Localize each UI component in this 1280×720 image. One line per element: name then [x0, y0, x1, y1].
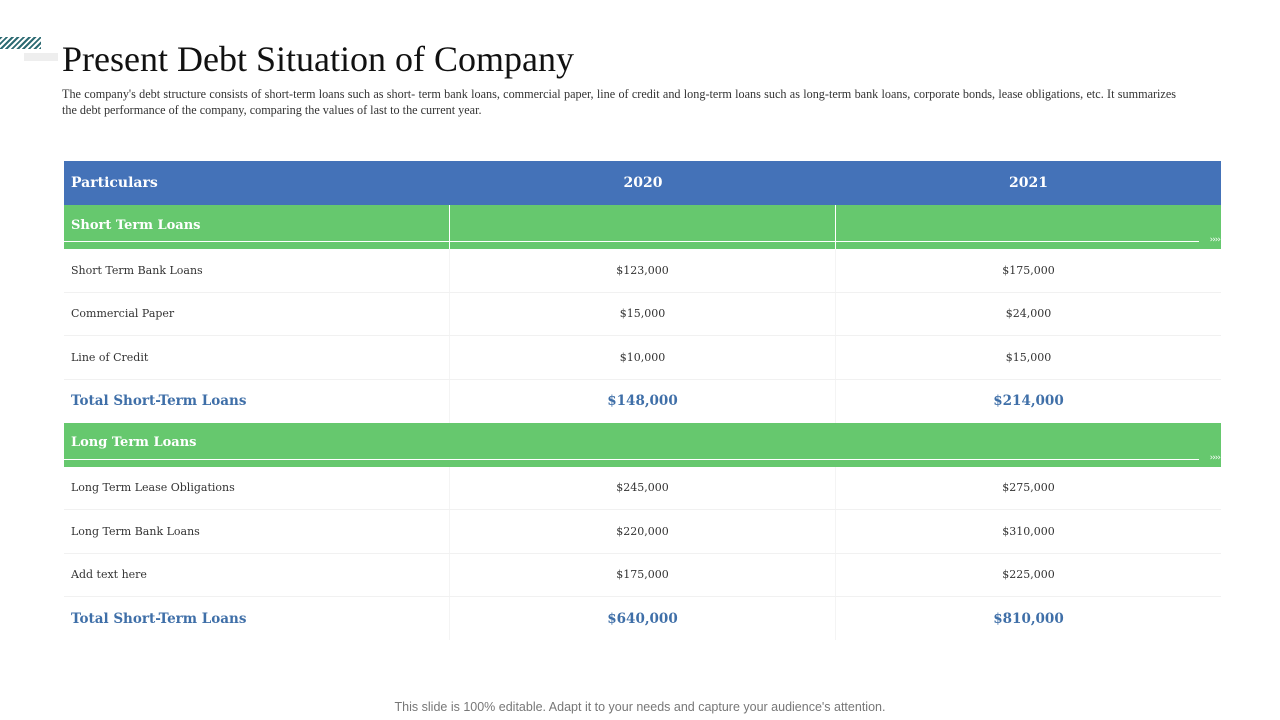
slide-footer-note: This slide is 100% editable. Adapt it to… [394, 700, 886, 714]
total-label: Total Short-Term Loans [64, 597, 450, 640]
total-2020: $640,000 [450, 597, 836, 640]
table-row: Commercial Paper $15,000 $24,000 [64, 292, 1221, 336]
chevron-arrows-icon: ›››› [1209, 235, 1221, 245]
total-2021: $214,000 [993, 393, 1064, 409]
debt-table: Particulars 2020 2021 Short Term Loans ›… [64, 161, 1221, 640]
value-2021: $310,000 [1002, 524, 1055, 538]
row-label: Line of Credit [64, 336, 450, 379]
value-2021: $275,000 [1002, 481, 1055, 495]
row-label: Long Term Lease Obligations [64, 466, 450, 509]
table-row: Long Term Lease Obligations $245,000 $27… [64, 466, 1221, 510]
table-row: Add text here $175,000 $225,000 [64, 553, 1221, 597]
row-label: Long Term Bank Loans [64, 510, 450, 553]
table-row: Line of Credit $10,000 $15,000 [64, 336, 1221, 380]
decorative-bar [24, 53, 58, 61]
total-row-short-term: Total Short-Term Loans $148,000 $214,000 [64, 379, 1221, 423]
header-2020: 2020 [623, 175, 663, 191]
total-2021: $810,000 [993, 610, 1064, 627]
section-label: Long Term Loans [71, 435, 197, 450]
header-particulars: Particulars [71, 175, 158, 191]
chevron-arrows-icon: ›››› [1209, 452, 1221, 463]
value-2020: $220,000 [450, 510, 836, 553]
value-2021: $225,000 [1002, 568, 1055, 582]
header-2021: 2021 [1009, 175, 1048, 191]
decorative-stripes [0, 37, 41, 49]
section-divider-line [64, 458, 1199, 460]
total-2020: $148,000 [450, 379, 836, 423]
table-row: Short Term Bank Loans $123,000 $175,000 [64, 249, 1221, 293]
value-2020: $123,000 [450, 249, 836, 292]
value-2020: $15,000 [450, 292, 836, 335]
section-row-short-term: Short Term Loans ›››› [64, 205, 1221, 249]
table-header-row: Particulars 2020 2021 [64, 161, 1221, 205]
row-label: Short Term Bank Loans [64, 249, 450, 292]
total-label: Total Short-Term Loans [64, 379, 450, 423]
table-row: Long Term Bank Loans $220,000 $310,000 [64, 510, 1221, 554]
section-divider-line [64, 241, 1199, 242]
row-label: Add text here [64, 553, 450, 596]
value-2020: $175,000 [450, 553, 836, 596]
slide-description: The company's debt structure consists of… [62, 87, 1176, 117]
value-2021: $15,000 [1005, 350, 1052, 364]
section-label: Short Term Loans [64, 205, 450, 249]
value-2021: $175,000 [1002, 263, 1055, 277]
value-2021: $24,000 [1005, 307, 1052, 321]
section-row-long-term: Long Term Loans ›››› [64, 422, 1221, 467]
slide-title: Present Debt Situation of Company [62, 39, 574, 79]
row-label: Commercial Paper [64, 292, 450, 335]
value-2020: $10,000 [450, 336, 836, 379]
value-2020: $245,000 [450, 466, 836, 509]
total-row-long-term: Total Short-Term Loans $640,000 $810,000 [64, 597, 1221, 640]
